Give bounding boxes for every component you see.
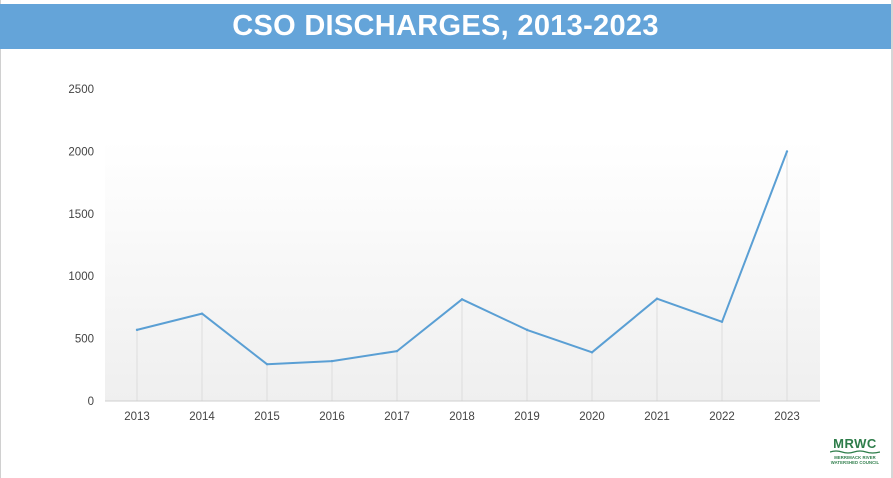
data-point-2013 <box>135 328 139 332</box>
data-point-2018 <box>460 298 464 301</box>
data-point-2022 <box>720 320 724 323</box>
x-tick-label: 2020 <box>579 411 605 423</box>
mrwc-logo: MRWC MERRIMACK RIVER WATERSHED COUNCIL <box>828 437 882 467</box>
wave-icon <box>830 450 880 454</box>
logo-subtitle-line2: WATERSHED COUNCIL <box>830 460 880 465</box>
y-tick-label: 1000 <box>68 271 94 283</box>
y-tick-labels: 0 500 1000 1500 2000 2500 <box>68 84 94 408</box>
data-point-2017 <box>395 349 399 353</box>
data-point-2021 <box>655 297 659 300</box>
y-tick-label: 500 <box>75 334 94 346</box>
y-tick-label: 1500 <box>68 209 94 221</box>
data-point-2020 <box>590 351 594 354</box>
data-point-2016 <box>330 359 334 363</box>
y-tick-label: 2500 <box>68 84 94 96</box>
data-point-2014 <box>200 312 204 315</box>
logo-subtitle-line1: MERRIMACK RIVER <box>834 455 876 460</box>
x-tick-label: 2023 <box>774 411 800 423</box>
frame-left-border <box>0 0 1 478</box>
x-tick-labels: 2013 2014 2015 2016 2017 2018 2019 2020 2021 2022… <box>124 411 800 423</box>
data-point-2023 <box>785 150 789 153</box>
y-tick-label: 2000 <box>68 146 94 158</box>
x-tick-label: 2013 <box>124 411 150 423</box>
x-tick-label: 2021 <box>644 411 670 423</box>
grid-lines <box>136 151 788 401</box>
x-tick-label: 2016 <box>319 411 345 423</box>
x-tick-label: 2018 <box>449 411 475 423</box>
data-point-2019 <box>525 328 529 332</box>
frame-right-border <box>891 0 893 478</box>
x-tick-label: 2015 <box>254 411 280 423</box>
y-tick-label: 0 <box>88 396 94 408</box>
x-tick-label: 2017 <box>384 411 410 423</box>
chart-title: CSO DISCHARGES, 2013-2023 <box>232 10 659 42</box>
logo-text: MRWC <box>833 436 877 451</box>
x-tick-label: 2014 <box>189 411 215 423</box>
data-points <box>135 150 789 366</box>
title-bar: CSO DISCHARGES, 2013-2023 <box>0 4 891 49</box>
x-tick-label: 2019 <box>514 411 540 423</box>
data-point-2015 <box>265 362 269 366</box>
x-tick-label: 2022 <box>709 411 735 423</box>
logo-subtitle: MERRIMACK RIVER WATERSHED COUNCIL <box>828 455 882 465</box>
